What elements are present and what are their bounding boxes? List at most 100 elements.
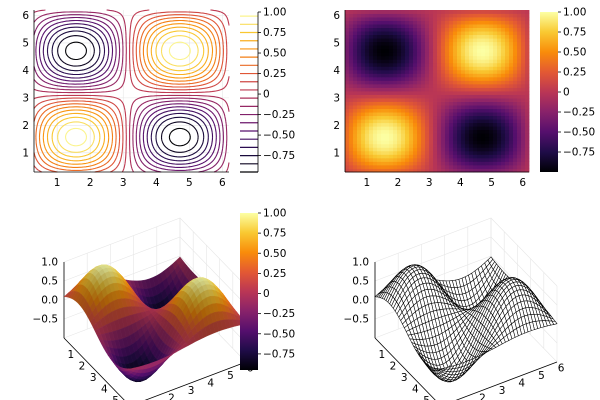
heatmap-cell bbox=[457, 164, 462, 169]
heatmap-cell bbox=[505, 122, 510, 127]
heatmap-cell bbox=[477, 73, 482, 78]
heatmap-cell bbox=[417, 52, 422, 57]
heatmap-cell bbox=[525, 105, 530, 110]
heatmap-cell bbox=[349, 24, 354, 29]
colorbar-gradient bbox=[540, 12, 558, 172]
heatmap-cell bbox=[401, 48, 406, 53]
heatmap-cell bbox=[493, 168, 498, 173]
heatmap-cell bbox=[513, 66, 518, 71]
heatmap-cell bbox=[457, 136, 462, 141]
heatmap-cell bbox=[405, 10, 410, 14]
heatmap-cell bbox=[345, 38, 350, 43]
heatmap-cell bbox=[445, 91, 450, 95]
heatmap-cell bbox=[397, 98, 402, 102]
heatmap-cell bbox=[397, 168, 402, 173]
heatmap-cell bbox=[361, 17, 366, 21]
heatmap-cell bbox=[501, 31, 506, 36]
heatmap-cell bbox=[493, 154, 498, 159]
heatmap-cell bbox=[493, 136, 498, 141]
heatmap-cell bbox=[377, 112, 382, 117]
heatmap-cell bbox=[373, 31, 378, 36]
heatmap-cell bbox=[485, 73, 490, 78]
heatmap-cell bbox=[393, 91, 398, 95]
heatmap-cell bbox=[357, 115, 362, 120]
heatmap-cell bbox=[417, 10, 422, 14]
heatmap-cell bbox=[409, 24, 414, 29]
heatmap-cell bbox=[389, 133, 394, 138]
heatmap-cell bbox=[433, 13, 438, 18]
heatmap-cell bbox=[473, 31, 478, 36]
heatmap-cell bbox=[509, 133, 514, 138]
heatmap-cell bbox=[489, 112, 494, 117]
heatmap-cell bbox=[393, 34, 398, 39]
heatmap-cell bbox=[405, 24, 410, 29]
heatmap-cell bbox=[425, 150, 430, 155]
heatmap-cell bbox=[489, 45, 494, 50]
heatmap-cell bbox=[513, 80, 518, 85]
heatmap-cell bbox=[357, 52, 362, 57]
x-tick-label: 3 bbox=[90, 372, 97, 384]
heatmap-cell bbox=[453, 80, 458, 85]
heatmap-cell bbox=[389, 76, 394, 81]
heatmap-cell bbox=[441, 38, 446, 43]
heatmap-cell bbox=[489, 87, 494, 92]
heatmap-cell bbox=[349, 48, 354, 53]
heatmap-cell bbox=[365, 38, 370, 43]
heatmap-cell bbox=[377, 13, 382, 18]
heatmap-cell bbox=[453, 108, 458, 113]
heatmap-cell bbox=[365, 105, 370, 110]
heatmap-cell bbox=[365, 133, 370, 138]
heatmap-cell bbox=[461, 105, 466, 110]
heatmap-cell bbox=[517, 69, 522, 74]
heatmap-cell bbox=[417, 20, 422, 25]
heatmap-cell bbox=[505, 83, 510, 88]
heatmap-cell bbox=[353, 48, 358, 53]
heatmap-cell bbox=[365, 62, 370, 67]
heatmap-cell bbox=[457, 112, 462, 117]
heatmap-cell bbox=[521, 129, 526, 134]
heatmap-cell bbox=[465, 34, 470, 39]
heatmap-cell bbox=[389, 52, 394, 57]
heatmap-cell bbox=[513, 52, 518, 57]
heatmap-cell bbox=[433, 164, 438, 169]
heatmap-cell bbox=[501, 150, 506, 155]
x-tick-label: 5 bbox=[186, 177, 193, 189]
heatmap-cell bbox=[377, 41, 382, 46]
colorbar-gradient bbox=[240, 213, 258, 370]
heatmap-cell bbox=[525, 126, 530, 131]
heatmap-cell bbox=[369, 161, 374, 166]
heatmap-cell bbox=[493, 112, 498, 117]
heatmap-cell bbox=[425, 115, 430, 120]
heatmap-cell bbox=[477, 115, 482, 120]
heatmap-cell bbox=[421, 122, 426, 127]
heatmap-cell bbox=[513, 73, 518, 78]
z-tick-label: 0.0 bbox=[352, 295, 369, 307]
heatmap-cell bbox=[365, 147, 370, 152]
heatmap-cell bbox=[437, 76, 442, 81]
heatmap-cell bbox=[441, 101, 446, 106]
heatmap-cell bbox=[445, 69, 450, 74]
x-tick-label: 2 bbox=[79, 361, 86, 373]
heatmap-cell bbox=[489, 31, 494, 36]
heatmap-cell bbox=[385, 157, 390, 162]
heatmap-cell bbox=[345, 76, 350, 81]
heatmap-cell bbox=[409, 66, 414, 71]
heatmap-cell bbox=[429, 69, 434, 74]
heatmap-cell bbox=[513, 140, 518, 145]
heatmap-cell bbox=[445, 115, 450, 120]
heatmap-cell bbox=[397, 52, 402, 57]
heatmap-cell bbox=[465, 76, 470, 81]
heatmap-cell bbox=[401, 59, 406, 64]
heatmap-cell bbox=[485, 136, 490, 141]
heatmap-cell bbox=[413, 80, 418, 85]
heatmap-cell bbox=[449, 126, 454, 131]
heatmap-cell bbox=[457, 105, 462, 110]
heatmap-cell bbox=[441, 112, 446, 117]
heatmap-cell bbox=[409, 38, 414, 43]
heatmap-cell bbox=[497, 119, 502, 124]
heatmap-cell bbox=[505, 10, 510, 14]
heatmap-cell bbox=[389, 105, 394, 110]
heatmap-cell bbox=[493, 69, 498, 74]
contour-line bbox=[46, 26, 209, 162]
